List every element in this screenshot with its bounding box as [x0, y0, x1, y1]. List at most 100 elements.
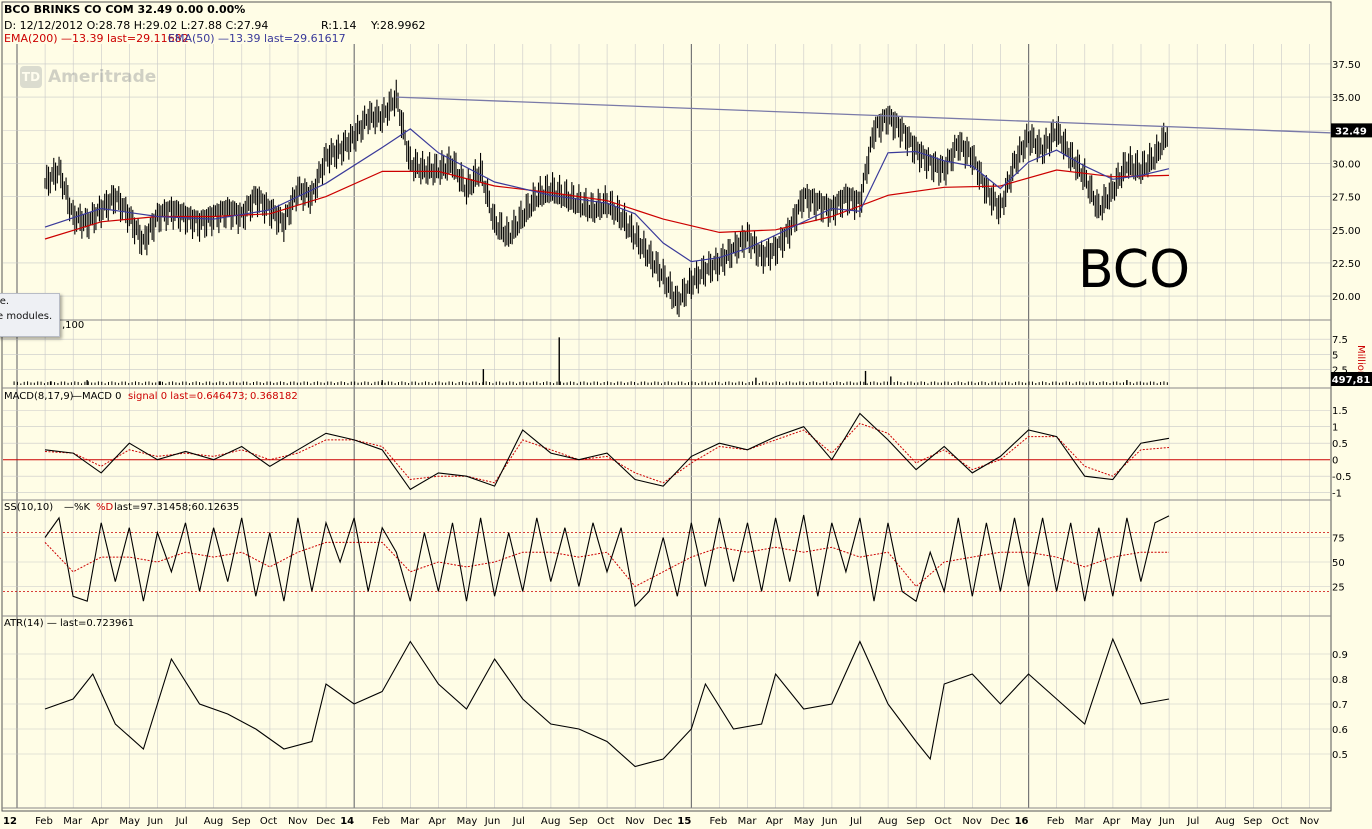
x-axis-label: Aug: [541, 816, 561, 827]
volume-tick-label: 2.5: [1332, 366, 1348, 377]
macd-tick-label: -0.5: [1332, 472, 1352, 483]
stoch-d-line: [44, 541, 1169, 588]
macd-signal-line: [44, 422, 1170, 484]
x-axis-label: Nov: [962, 816, 982, 827]
x-axis-label: Jun: [821, 816, 838, 827]
macd-tick-label: -1: [1332, 489, 1342, 500]
x-axis-label: Feb: [35, 816, 53, 827]
stoch-tick-label: 50: [1332, 558, 1345, 569]
ema50-line: [44, 128, 1170, 263]
last-volume-box: [1331, 372, 1372, 386]
x-axis-label: Dec: [653, 816, 672, 827]
stoch-title: SS(10,10): [4, 502, 53, 513]
price-tick-label: 30.00: [1332, 159, 1361, 170]
x-axis-label: May: [794, 816, 815, 827]
watermark: TD Ameritrade: [20, 66, 156, 88]
x-axis-label: Jun: [147, 816, 164, 827]
y-value: Y:28.9962: [371, 19, 426, 32]
x-axis-label: Nov: [288, 816, 308, 827]
stoch-legend-d: %D: [96, 502, 114, 513]
ema200-label: EMA(200) —13.39 last=29.11682: [4, 32, 189, 45]
x-axis-label: Dec: [991, 816, 1010, 827]
trendline: [396, 96, 1366, 135]
r-value: R:1.14: [321, 19, 357, 32]
x-axis-label: Mar: [63, 816, 83, 827]
last-price-box: [1331, 123, 1372, 138]
x-axis-label: Nov: [625, 816, 645, 827]
tooltip-line-1: le.: [0, 296, 10, 307]
macd-tick-label: 0: [1332, 456, 1338, 467]
x-axis-label: Sep: [232, 816, 251, 827]
price-tick-label: 22.50: [1332, 259, 1361, 270]
atr-tick-label: 0.6: [1332, 725, 1348, 736]
x-axis-label: Jul: [175, 816, 188, 827]
x-axis-label: Sep: [906, 816, 925, 827]
ticker-label: BCO: [1078, 240, 1190, 300]
last-volume-label: 497,81: [1332, 375, 1371, 386]
x-axis-label: Apr: [429, 816, 447, 827]
x-axis-label: Oct: [597, 816, 614, 827]
atr-line: [44, 637, 1170, 768]
x-axis-label: Sep: [1243, 816, 1262, 827]
x-axis-label: Jul: [849, 816, 862, 827]
td-logo-icon: TD: [20, 66, 42, 88]
x-axis-label: May: [1131, 816, 1152, 827]
price-tick-label: 35.00: [1332, 93, 1361, 104]
macd-title: MACD(8,17,9): [4, 391, 74, 402]
x-axis-label: Apr: [91, 816, 109, 827]
last-price-label: 32.49: [1335, 126, 1367, 137]
x-axis-label: 14: [340, 816, 354, 827]
x-axis-label: Mar: [738, 816, 758, 827]
price-tick-label: 27.50: [1332, 193, 1361, 204]
x-axis-label: Aug: [1215, 816, 1235, 827]
watermark-text: Ameritrade: [48, 67, 157, 87]
stoch-k-line: [44, 514, 1170, 608]
x-axis-label: Jul: [1186, 816, 1199, 827]
stoch-tick-label: 75: [1332, 534, 1345, 545]
volume-fragment: ,100: [62, 320, 85, 331]
x-axis-label: Jun: [484, 816, 501, 827]
x-axis-label: Aug: [204, 816, 224, 827]
x-axis-label: Jul: [512, 816, 525, 827]
x-axis-label: Apr: [1103, 816, 1121, 827]
price-tick-label: 20.00: [1332, 292, 1361, 303]
x-axis-label: 12: [3, 816, 17, 827]
x-axis-label: Sep: [569, 816, 588, 827]
symbol-line: BCO BRINKS CO COM 32.49 0.00 0.00%: [4, 3, 246, 16]
x-axis-label: Feb: [1047, 816, 1065, 827]
atr-tick-label: 0.8: [1332, 675, 1348, 686]
x-axis-label: Aug: [878, 816, 898, 827]
price-tick-label: 37.50: [1332, 60, 1361, 71]
macd-line: [44, 412, 1170, 491]
stoch-legend-k: —%K: [64, 502, 91, 513]
x-axis-label: May: [119, 816, 140, 827]
x-axis-label: 16: [1015, 816, 1029, 827]
chart-frame: [1, 1, 1332, 812]
x-axis-label: Nov: [1300, 816, 1320, 827]
volume-tick-label: 5: [1332, 350, 1338, 361]
stoch-last-values: last=97.31458;60.12635: [114, 502, 239, 513]
atr-title: ATR(14) — last=0.723961: [4, 618, 134, 629]
atr-tick-label: 0.7: [1332, 700, 1348, 711]
x-axis-label: Dec: [316, 816, 335, 827]
ohlc-line: D: 12/12/2012 O:28.78 H:29.02 L:27.88 C:…: [4, 19, 269, 32]
stoch-tick-label: 25: [1332, 583, 1345, 594]
price-tick-label: 25.00: [1332, 226, 1361, 237]
x-axis-label: Oct: [260, 816, 277, 827]
x-axis-label: Mar: [400, 816, 420, 827]
x-axis-label: Mar: [1075, 816, 1095, 827]
tooltip-popup: le. e modules.: [0, 293, 60, 337]
ema50-label: EMA(50) —13.39 last=29.61617: [168, 32, 346, 45]
macd-last-signal: 0.368182: [250, 391, 298, 402]
x-axis-label: Oct: [1272, 816, 1289, 827]
x-axis-label: Oct: [934, 816, 951, 827]
macd-legend-macd: —MACD 0: [72, 391, 122, 402]
macd-tick-label: 0.5: [1332, 439, 1348, 450]
tooltip-line-2: e modules.: [0, 311, 53, 322]
atr-tick-label: 0.9: [1332, 650, 1348, 661]
volume-unit-label: Million: [1355, 345, 1366, 377]
x-axis-label: Feb: [372, 816, 390, 827]
x-axis-label: 15: [677, 816, 691, 827]
x-axis-label: May: [457, 816, 478, 827]
